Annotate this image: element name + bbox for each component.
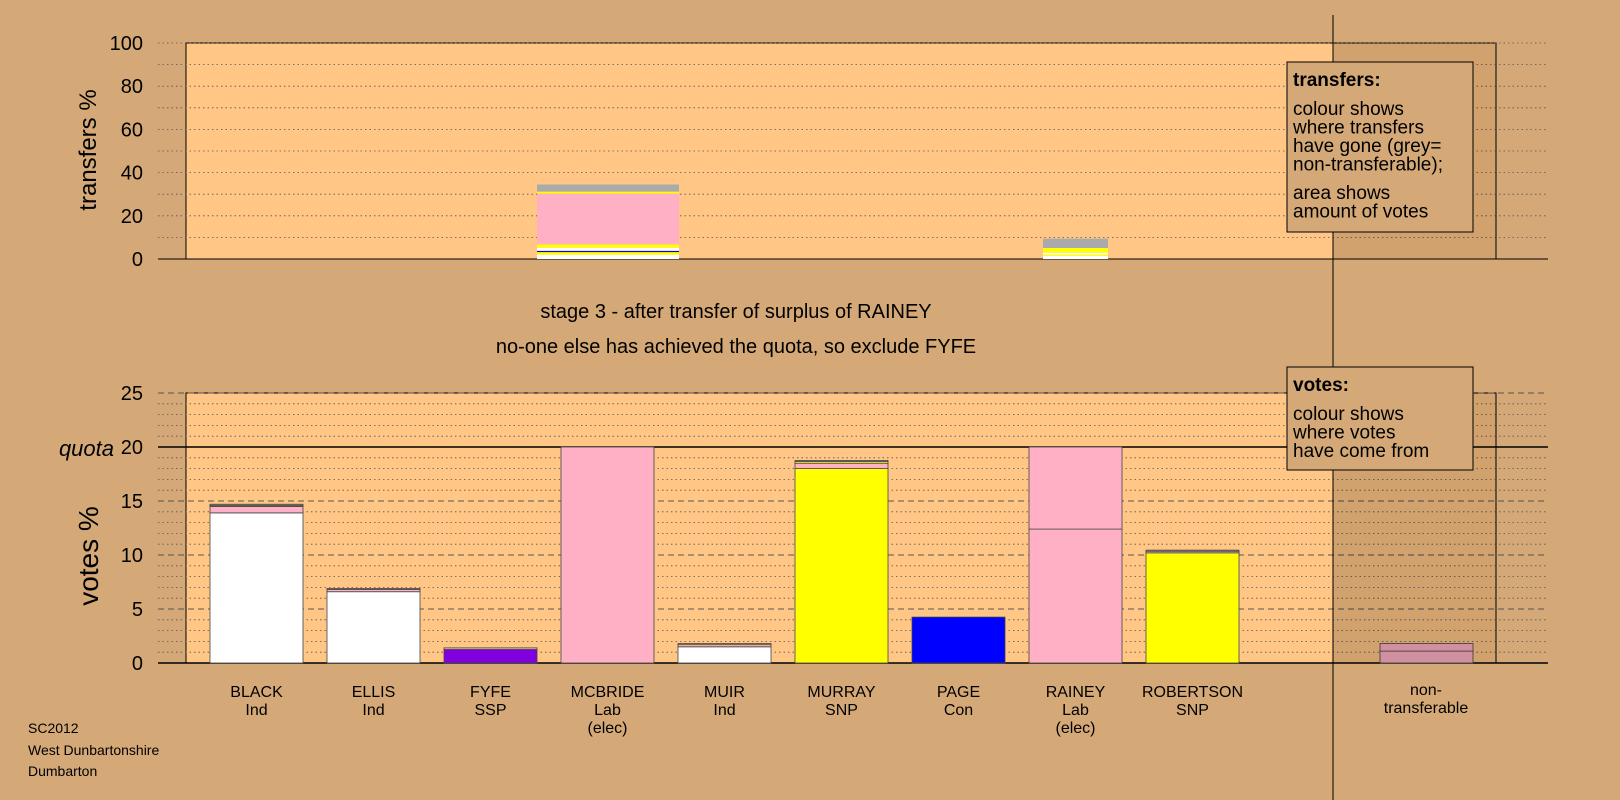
- transfers-y-label: transfers %: [75, 89, 102, 210]
- nontransferable-bar-segment: [1379, 643, 1474, 652]
- candidate-party-label: SNP: [1176, 702, 1209, 719]
- candidate-name-label: MCBRIDE: [571, 684, 645, 701]
- candidate-name-label: MURRAY: [807, 684, 875, 701]
- transfers-bar-segment: [537, 250, 679, 253]
- murray-bar-segment: [794, 460, 889, 462]
- candidate-name-label: PAGE: [937, 684, 980, 701]
- candidate-party-label: Con: [944, 702, 973, 719]
- candidate-labels: BLACKIndELLISIndFYFESSPMCBRIDELab(elec)M…: [230, 682, 1468, 737]
- candidate-party-label: Ind: [245, 702, 267, 719]
- rainey-bar-segment: [1028, 528, 1123, 664]
- transfers-bar-segment: [1043, 255, 1108, 259]
- black-bar-segment: [209, 505, 304, 514]
- transfers-bar-segment: [1043, 238, 1108, 248]
- votes-legend-line: colour shows: [1293, 404, 1404, 425]
- candidate-party-label: SSP: [474, 702, 506, 719]
- black-bar-segment: [209, 503, 304, 506]
- transfers-bar-segment: [537, 193, 679, 245]
- stage-title: stage 3 - after transfer of surplus of R…: [540, 301, 931, 323]
- robertson-bar-segment: [1145, 549, 1240, 552]
- robertson-bar-segment: [1145, 552, 1240, 664]
- candidate-note-label: (elec): [587, 720, 627, 737]
- transfers-bar-segment: [537, 244, 679, 248]
- candidate-party-label: Lab: [1062, 702, 1089, 719]
- rainey-bar-segment: [1028, 446, 1123, 530]
- candidate-name-label: RAINEY: [1046, 684, 1106, 701]
- quota-label: quota: [59, 436, 114, 461]
- transfers-legend-line: colour shows: [1293, 99, 1404, 120]
- candidate-name-label: FYFE: [470, 684, 511, 701]
- votes-tick-label: 5: [132, 599, 143, 621]
- votes-bars: [209, 446, 1474, 664]
- votes-legend-line: have come from: [1293, 441, 1429, 462]
- transfers-legend-line: amount of votes: [1293, 202, 1428, 223]
- candidate-name-label: BLACK: [230, 684, 283, 701]
- nontransferable-label: transferable: [1384, 700, 1469, 717]
- transfers-legend-line: area shows: [1293, 183, 1390, 204]
- murray-bar-segment: [794, 468, 889, 664]
- fyfe-bar-segment: [443, 647, 538, 650]
- transfers-legend-line: where transfers: [1292, 118, 1424, 139]
- footer-council: West Dunbartonshire: [28, 741, 160, 758]
- votes-y-label: votes %: [73, 506, 104, 606]
- ellis-bar-segment: [326, 588, 421, 590]
- transfers-bar-segment: [537, 184, 679, 192]
- page-bar-segment: [911, 616, 1006, 664]
- ellis-bar-segment: [326, 591, 421, 664]
- transfers-bar-segment: [1043, 247, 1108, 253]
- votes-legend-line: where votes: [1292, 423, 1395, 444]
- votes-y-axis: 0 5 10 15 20 25: [121, 383, 143, 675]
- votes-tick-label: 25: [121, 383, 143, 405]
- transfers-tick-label: 20: [121, 206, 143, 228]
- votes-legend-title: votes:: [1293, 375, 1349, 396]
- candidate-party-label: Lab: [594, 702, 621, 719]
- fyfe-bar-segment: [443, 649, 538, 664]
- transfers-y-axis: 0 20 40 60 80 100: [110, 33, 143, 271]
- footer: SC2012 West Dunbartonshire Dumbarton: [28, 718, 159, 783]
- footer-ward: Dumbarton: [28, 763, 98, 779]
- candidate-party-label: SNP: [825, 702, 858, 719]
- transfers-bar-segment: [1043, 252, 1108, 255]
- transfers-legend-line: have gone (grey=: [1293, 136, 1441, 157]
- black-bar-segment: [209, 512, 304, 664]
- transfers-tick-label: 60: [121, 119, 143, 141]
- transfers-tick-label: 100: [110, 33, 143, 55]
- transfers-tick-label: 40: [121, 163, 143, 185]
- votes-tick-label: 10: [121, 545, 143, 567]
- transfers-bar-segment: [1043, 254, 1108, 256]
- transfers-bar-segment: [537, 191, 679, 194]
- candidate-name-label: ELLIS: [352, 684, 396, 701]
- muir-bar-segment: [677, 643, 772, 646]
- nontransferable-label: non-: [1410, 682, 1442, 699]
- votes-tick-label: 0: [132, 653, 143, 675]
- candidate-name-label: MUIR: [704, 684, 745, 701]
- murray-bar-segment: [794, 462, 889, 470]
- muir-bar-segment: [677, 646, 772, 664]
- candidate-party-label: Ind: [362, 702, 384, 719]
- transfers-gridlines: [158, 42, 1548, 260]
- transfers-plot-area: [185, 42, 1497, 260]
- transfers-bars: [537, 184, 1108, 259]
- transfers-bar-segment: [537, 252, 679, 255]
- votes-tick-label: 15: [121, 491, 143, 513]
- votes-tick-label: 20: [121, 437, 143, 459]
- candidate-party-label: Ind: [713, 702, 735, 719]
- candidate-name-label: ROBERTSON: [1142, 684, 1243, 701]
- mcbride-bar-segment: [560, 446, 655, 664]
- exclude-note: no-one else has achieved the quota, so e…: [496, 336, 976, 358]
- transfers-tick-label: 80: [121, 76, 143, 98]
- transfers-tick-label: 0: [132, 249, 143, 271]
- candidate-note-label: (elec): [1055, 720, 1095, 737]
- transfers-bar-segment: [537, 247, 679, 251]
- footer-code: SC2012: [28, 720, 79, 736]
- transfers-legend-title: transfers:: [1293, 70, 1381, 91]
- transfers-legend-line: non-transferable);: [1293, 155, 1443, 176]
- transfers-bar-segment: [537, 254, 679, 259]
